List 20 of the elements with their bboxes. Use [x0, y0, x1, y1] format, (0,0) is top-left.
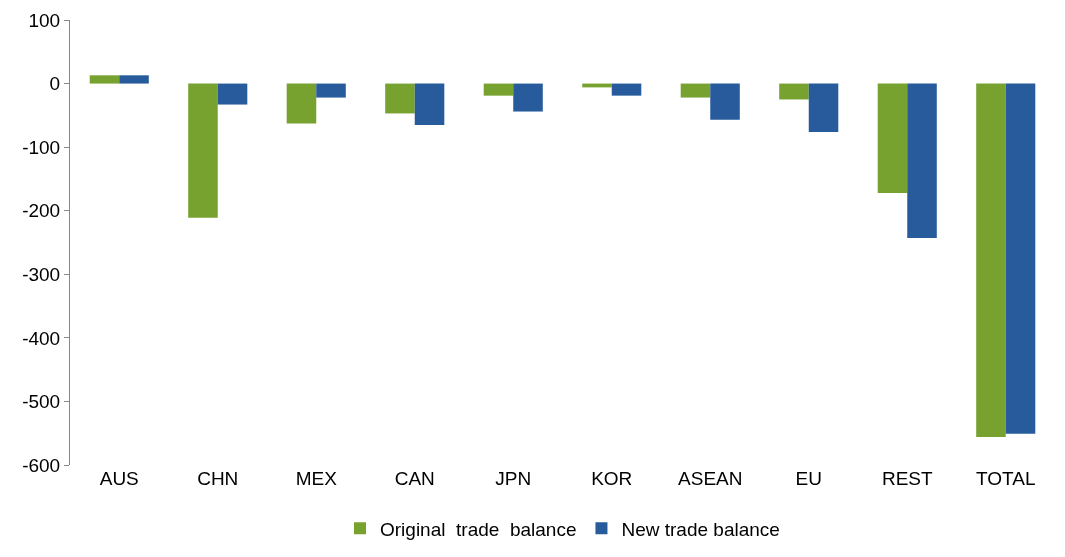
y-tick-label: -300 — [22, 263, 61, 285]
x-tick-label: TOTAL — [976, 468, 1036, 489]
x-tick-label: KOR — [591, 468, 633, 489]
y-tick-label: -600 — [22, 454, 61, 476]
y-tick-label: -500 — [22, 391, 61, 413]
x-tick-label: MEX — [295, 468, 338, 489]
y-tick-label: -100 — [22, 136, 61, 158]
y-tick-label: -400 — [22, 327, 61, 349]
x-tick-label: AUS — [99, 468, 139, 489]
legend-label: Original trade balance — [380, 518, 577, 540]
x-tick-label: CHN — [197, 468, 239, 489]
y-tick-label: 0 — [49, 73, 61, 95]
legend-label: New trade balance — [621, 518, 780, 540]
y-tick-label: -200 — [22, 200, 61, 222]
x-tick-label: EU — [795, 468, 822, 489]
x-tick-label: JPN — [495, 468, 532, 489]
x-tick-label: REST — [881, 468, 933, 489]
x-tick-label: CAN — [394, 468, 435, 489]
x-tick-label: ASEAN — [678, 468, 743, 489]
y-tick-label: 100 — [28, 9, 61, 31]
